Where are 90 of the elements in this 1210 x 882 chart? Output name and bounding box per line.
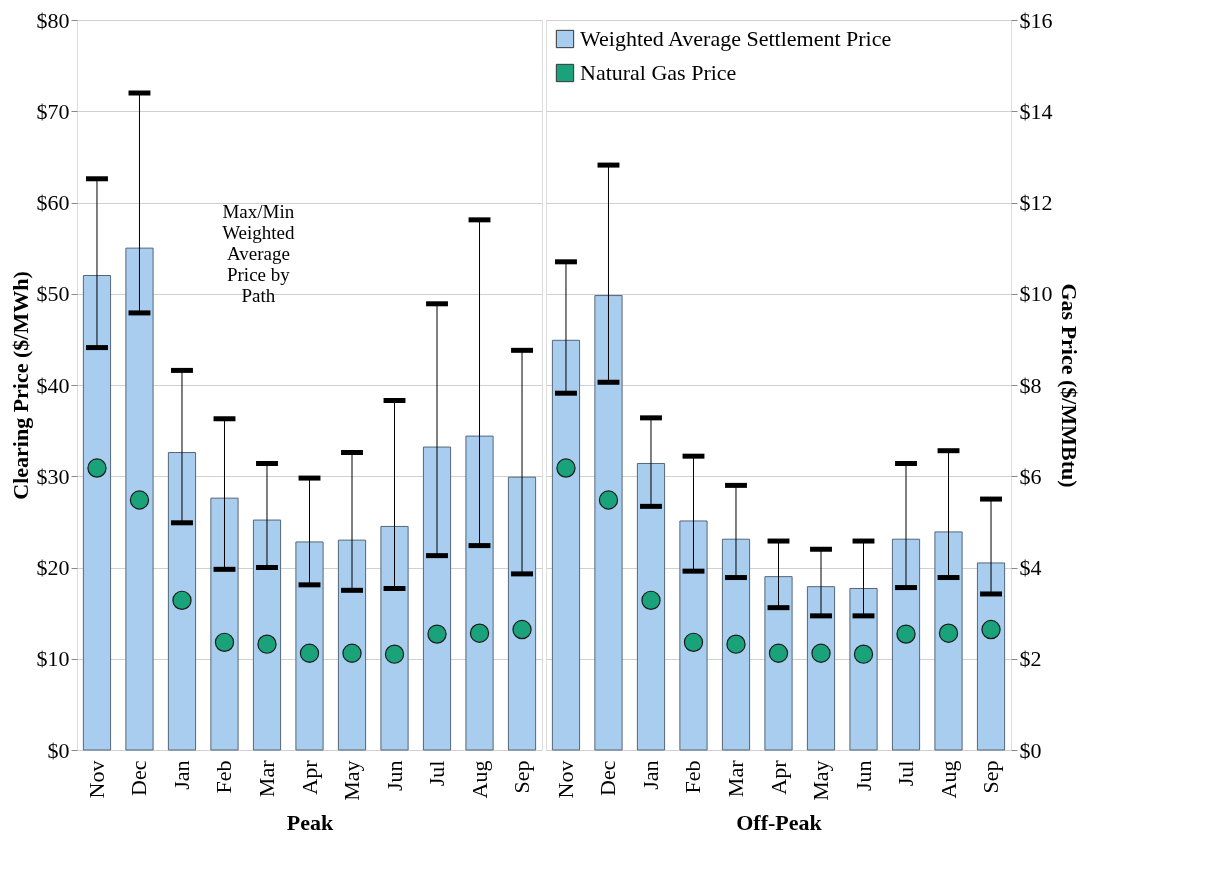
bar	[125, 247, 154, 751]
y-tick-label: $30	[36, 463, 70, 489]
legend-label: Weighted Average Settlement Price	[580, 26, 892, 51]
bar	[891, 538, 921, 751]
point	[469, 623, 490, 643]
point	[683, 632, 704, 652]
bar	[976, 562, 1006, 751]
bar	[380, 525, 409, 751]
bar	[337, 539, 367, 751]
y2-axis-title: Gas Price ($/MMBtu)	[1056, 283, 1082, 488]
bar	[721, 538, 751, 751]
bar	[507, 476, 537, 751]
x-tick-label: Nov	[83, 760, 109, 799]
point	[427, 624, 447, 644]
point	[598, 490, 619, 510]
x-tick-label: Aug	[466, 760, 492, 799]
bar	[679, 520, 708, 751]
y2-tick-label: $14	[1019, 98, 1053, 124]
x-tick-label: Jun	[850, 760, 876, 792]
bar	[210, 497, 239, 751]
bar	[422, 446, 452, 751]
point	[641, 590, 661, 611]
x-tick-label: Nov	[552, 760, 578, 799]
x-tick-label: Aug	[935, 760, 961, 799]
y2-tick-label: $8	[1019, 372, 1042, 398]
bar	[764, 576, 793, 751]
x-tick-label: Apr	[765, 759, 791, 795]
x-tick-label: Sep	[509, 760, 535, 794]
x-tick-label: Jul	[424, 760, 450, 787]
bar	[594, 295, 623, 751]
point	[214, 632, 235, 652]
bar	[934, 531, 963, 751]
y2-tick-label: $4	[1019, 555, 1042, 580]
bar	[295, 541, 324, 751]
bar	[167, 452, 197, 751]
x-tick-label: May	[808, 760, 833, 801]
x-tick-label: Dec	[126, 760, 152, 796]
annotation: Max/Min Weighted Average Price by Path	[222, 200, 296, 306]
point	[384, 644, 405, 664]
bar	[636, 462, 666, 751]
point	[342, 643, 362, 663]
point	[172, 590, 192, 611]
point	[556, 458, 576, 478]
y-tick-label: $20	[36, 555, 70, 580]
legend-label: Natural Gas Price	[580, 60, 737, 85]
y2-tick-label: $12	[1019, 190, 1053, 215]
y-tick-label: $50	[36, 281, 70, 307]
x-tick-label: Jul	[893, 760, 919, 787]
x-tick-label: Sep	[978, 760, 1004, 794]
y-tick-label: $0	[47, 737, 70, 763]
point	[981, 619, 1001, 640]
point	[512, 619, 532, 640]
x-tick-label: May	[339, 760, 364, 801]
y2-tick-label: $0	[1019, 737, 1042, 763]
x-axis-title: Off-Peak	[736, 809, 823, 835]
y-axis-title: Clearing Price ($/MWh)	[7, 271, 33, 500]
x-tick-label: Mar	[723, 759, 748, 798]
point	[811, 643, 831, 663]
point	[768, 643, 789, 663]
bar	[252, 519, 282, 751]
y2-tick-label: $2	[1019, 646, 1042, 672]
point	[299, 643, 320, 663]
bar	[82, 275, 112, 751]
x-tick-label: Jun	[381, 760, 407, 792]
bar	[465, 435, 494, 751]
point	[896, 624, 916, 644]
y-tick-label: $40	[36, 372, 70, 398]
y2-tick-label: $16	[1019, 7, 1053, 33]
x-tick-label: Feb	[680, 760, 706, 794]
point	[87, 458, 107, 478]
bar	[849, 587, 878, 751]
point	[938, 623, 959, 643]
x-tick-label: Jan	[637, 760, 663, 790]
point	[257, 634, 277, 654]
x-tick-label: Jan	[168, 760, 194, 790]
y-tick-label: $80	[36, 7, 70, 33]
point	[726, 634, 746, 654]
point	[129, 490, 150, 510]
bar	[551, 339, 581, 751]
x-tick-label: Mar	[254, 759, 279, 798]
x-tick-label: Feb	[211, 760, 237, 794]
x-tick-label: Apr	[296, 759, 322, 795]
point	[853, 644, 874, 664]
x-axis-title: Peak	[286, 809, 334, 835]
y-tick-label: $60	[36, 190, 70, 215]
x-tick-label: Dec	[595, 760, 621, 796]
y2-tick-label: $6	[1019, 463, 1042, 489]
y2-tick-label: $10	[1019, 281, 1053, 307]
y-tick-label: $10	[36, 646, 70, 672]
y-tick-label: $70	[36, 98, 70, 124]
